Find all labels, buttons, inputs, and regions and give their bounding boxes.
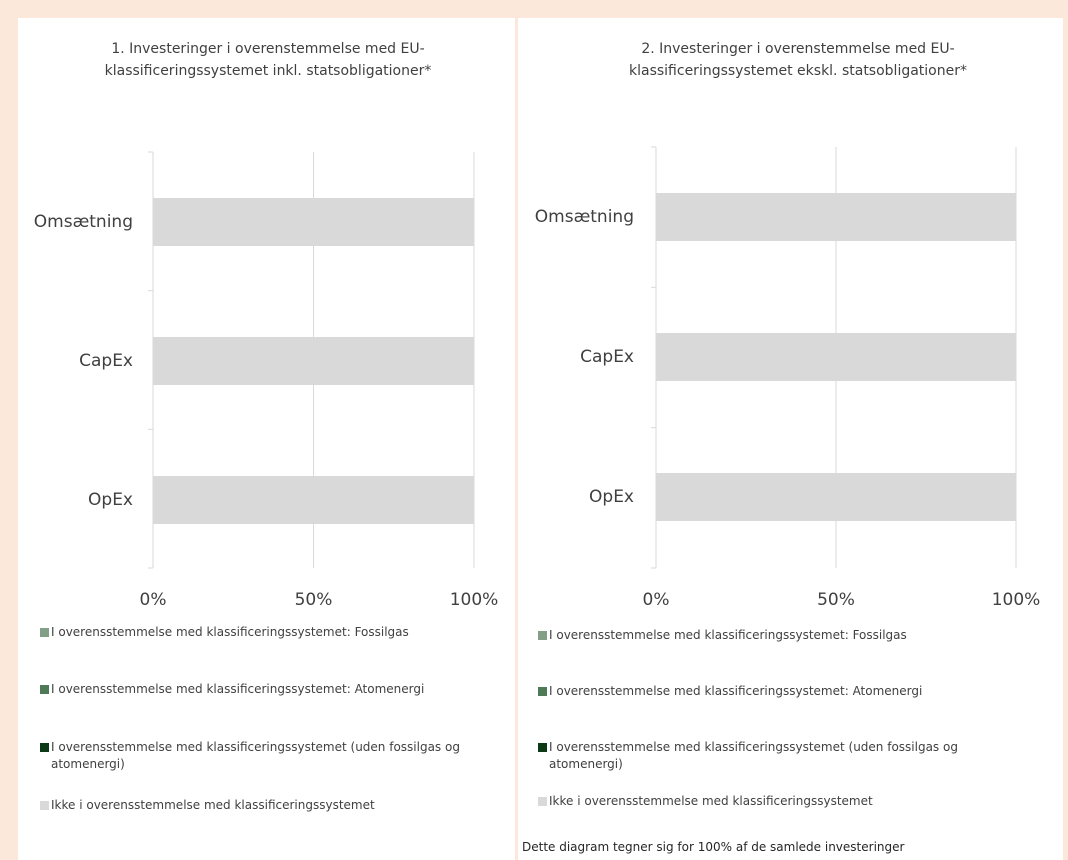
y-tick-label: Omsætning	[34, 212, 133, 232]
legend-item: I overensstemmelse med klassificeringssy…	[40, 681, 471, 698]
legend-swatch	[538, 631, 547, 640]
legend-item: Ikke i overensstemmelse med klassificeri…	[538, 793, 1019, 810]
legend-label: I overensstemmelse med klassificeringssy…	[549, 740, 958, 771]
legend-label: Ikke i overensstemmelse med klassificeri…	[51, 798, 375, 812]
y-tick-label: OpEx	[88, 490, 133, 510]
bar-segment	[656, 333, 1016, 381]
legend-label: Ikke i overensstemmelse med klassificeri…	[549, 794, 873, 808]
footnote: Dette diagram tegner sig for 100% af de …	[522, 840, 905, 854]
legend-swatch	[538, 687, 547, 696]
legend-item: I overensstemmelse med klassificeringssy…	[40, 739, 471, 773]
legend-item: I overensstemmelse med klassificeringssy…	[40, 624, 471, 641]
legend-label: I overensstemmelse med klassificeringssy…	[51, 625, 409, 639]
legend-swatch	[40, 628, 49, 637]
x-tick-label: 100%	[450, 590, 499, 610]
y-tick-label: CapEx	[79, 351, 133, 371]
legend-swatch	[40, 801, 49, 810]
x-tick-label: 0%	[140, 590, 167, 610]
x-tick-label: 50%	[817, 590, 855, 610]
legend-swatch	[538, 743, 547, 752]
legend-item: I overensstemmelse med klassificeringssy…	[538, 683, 1019, 700]
x-tick-label: 100%	[992, 590, 1041, 610]
legend-swatch	[538, 797, 547, 806]
chart-panel: 1. Investeringer i overenstemmelse med E…	[18, 18, 515, 860]
legend-swatch	[40, 685, 49, 694]
x-tick-label: 0%	[643, 590, 670, 610]
chart-title: 2. Investeringer i overenstemmelse med E…	[629, 41, 967, 79]
legend-item: I overensstemmelse med klassificeringssy…	[538, 739, 1019, 773]
legend-item: I overensstemmelse med klassificeringssy…	[538, 627, 1019, 644]
y-tick-label: Omsætning	[535, 207, 634, 227]
legend-label: I overensstemmelse med klassificeringssy…	[549, 628, 907, 642]
bar-segment	[656, 193, 1016, 241]
bar-segment	[153, 198, 474, 246]
y-tick-label: OpEx	[589, 487, 634, 507]
chart-panel: 2. Investeringer i overenstemmelse med E…	[518, 18, 1063, 860]
chart-title: 1. Investeringer i overenstemmelse med E…	[104, 41, 432, 79]
legend-label: I overensstemmelse med klassificeringssy…	[549, 684, 923, 698]
legend-label: I overensstemmelse med klassificeringssy…	[51, 682, 425, 696]
bar-segment	[656, 473, 1016, 521]
bar-segment	[153, 476, 474, 524]
chart: 0% 50% 100% Omsætning CapEx OpEx	[535, 146, 1041, 610]
chart: 0% 50% 100% Omsætning CapEx OpEx	[34, 151, 499, 610]
legend-label: I overensstemmelse med klassificeringssy…	[51, 740, 460, 771]
legend-item: Ikke i overensstemmelse med klassificeri…	[40, 797, 471, 814]
bar-segment	[153, 337, 474, 385]
legend-swatch	[40, 743, 49, 752]
x-tick-label: 50%	[295, 590, 333, 610]
y-tick-label: CapEx	[580, 347, 634, 367]
